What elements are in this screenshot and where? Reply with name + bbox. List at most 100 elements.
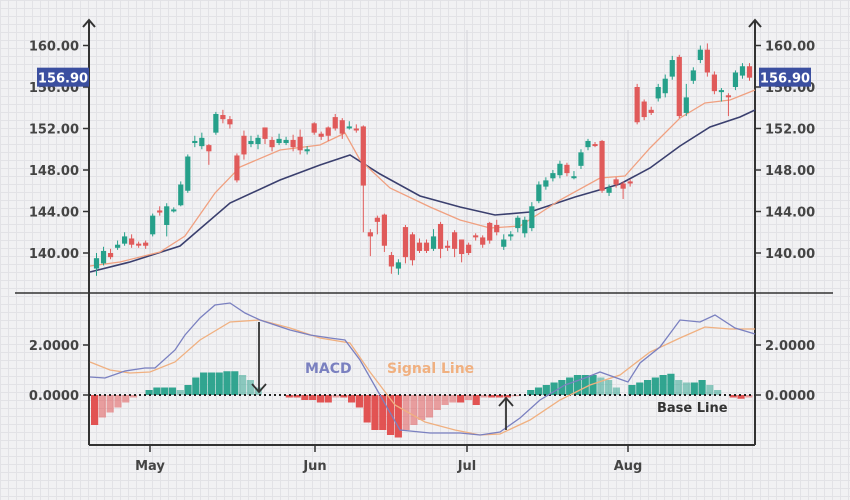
candle	[381, 214, 387, 246]
axis-arrow-icon	[82, 18, 96, 28]
candle	[360, 126, 366, 186]
candle	[346, 126, 352, 129]
candle	[543, 180, 549, 187]
candle	[107, 253, 114, 258]
svg-text:156.90: 156.90	[38, 72, 88, 87]
candle	[430, 236, 437, 249]
candle	[669, 60, 675, 77]
macd-histogram	[91, 371, 753, 438]
candle	[157, 210, 163, 213]
candle	[269, 139, 275, 148]
candle	[585, 140, 591, 148]
candle	[444, 245, 451, 248]
macd-tick-label-left: 2.0000	[29, 339, 79, 354]
candle	[227, 119, 233, 125]
candle	[592, 144, 598, 147]
candle	[508, 234, 514, 237]
candle	[746, 66, 753, 78]
candle	[550, 173, 556, 179]
candle	[178, 184, 184, 206]
candle	[564, 164, 570, 174]
y-tick-label-left: 148.00	[29, 164, 79, 179]
base-line-label: Base Line	[657, 401, 728, 416]
candle	[290, 139, 296, 148]
candle	[311, 123, 317, 133]
candle	[557, 163, 563, 176]
candle	[262, 127, 268, 139]
y-tick-label-right: 160.00	[765, 40, 815, 55]
signal-line-label: Signal Line	[387, 361, 474, 377]
slow-moving-average	[89, 109, 756, 273]
candle	[93, 258, 100, 269]
candle	[613, 179, 619, 185]
current-price-badge-left: 156.90	[37, 67, 89, 87]
candle	[353, 128, 359, 131]
candle	[648, 109, 654, 113]
y-tick-label-right: 144.00	[765, 206, 815, 221]
fast-moving-average	[89, 89, 756, 267]
candle	[402, 227, 409, 258]
candle	[683, 97, 689, 113]
y-tick-label-left: 140.00	[29, 247, 79, 262]
y-tick-label-right: 140.00	[765, 247, 815, 262]
svg-text:156.90: 156.90	[760, 72, 810, 87]
candle	[234, 155, 240, 181]
candle	[501, 239, 507, 247]
candle	[739, 66, 746, 76]
candle	[487, 222, 493, 241]
candle	[634, 87, 640, 123]
candle	[571, 176, 577, 179]
candle	[732, 72, 739, 87]
candle	[185, 156, 191, 191]
candle	[704, 49, 710, 73]
candle	[192, 140, 198, 144]
candle	[725, 95, 732, 98]
candle	[241, 135, 247, 155]
y-tick-label-right: 152.00	[765, 123, 815, 138]
candle	[395, 262, 402, 269]
candle	[529, 206, 535, 229]
candle	[409, 234, 416, 261]
candle	[199, 137, 205, 147]
candle	[339, 120, 345, 134]
candlesticks	[93, 43, 753, 276]
candle	[627, 181, 633, 184]
candle	[374, 217, 380, 222]
candle	[367, 232, 373, 237]
macd-tick-label-left: 0.0000	[29, 389, 79, 404]
candle	[536, 184, 542, 202]
candle	[318, 133, 324, 137]
arrow-up-icon	[498, 396, 514, 407]
candle	[332, 117, 338, 129]
y-tick-label-left: 152.00	[29, 123, 79, 138]
candle	[606, 187, 612, 193]
candle	[276, 138, 282, 144]
candle	[711, 74, 717, 92]
candle	[213, 113, 219, 133]
candle	[466, 244, 472, 253]
x-tick-label: Jul	[457, 459, 477, 474]
y-tick-label-left: 144.00	[29, 206, 79, 221]
candle	[388, 255, 395, 267]
candle	[220, 115, 226, 120]
current-price-badge-right: 156.90	[759, 67, 811, 87]
candle	[416, 242, 423, 251]
candle	[662, 78, 668, 94]
candle	[697, 49, 703, 61]
candle	[578, 152, 584, 166]
candle	[114, 244, 121, 248]
candle	[599, 140, 605, 191]
y-tick-label-left: 160.00	[29, 40, 79, 55]
candle	[100, 250, 107, 264]
candle	[676, 56, 682, 117]
candle	[121, 236, 128, 244]
candle	[718, 90, 725, 93]
candle	[437, 223, 444, 249]
candle	[150, 215, 156, 235]
candle	[325, 127, 331, 136]
candle	[655, 87, 661, 99]
candle	[473, 235, 479, 238]
macd-label: MACD	[305, 361, 352, 377]
